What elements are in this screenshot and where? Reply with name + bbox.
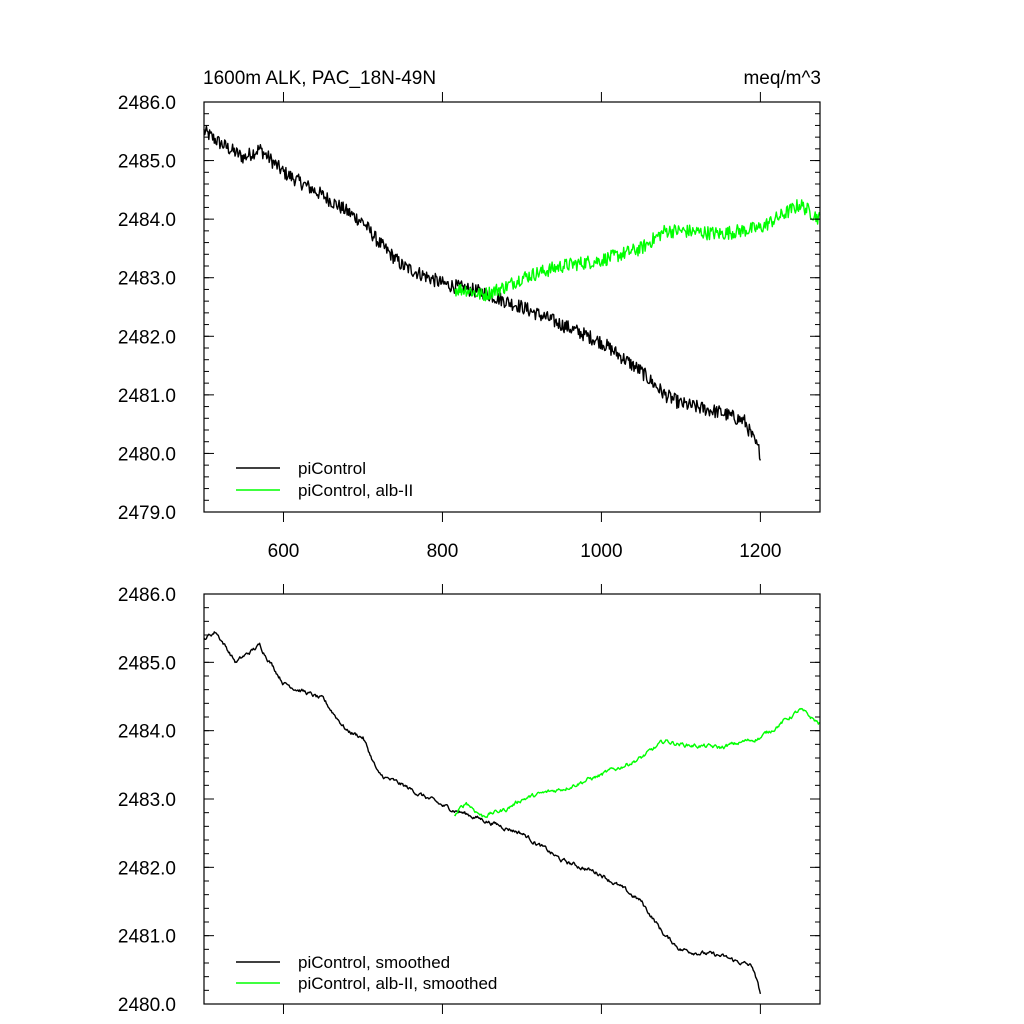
series-line-picontrol-smoothed [203, 631, 762, 995]
x-tick-label: 600 [268, 541, 300, 562]
series-line-picontrol [203, 125, 762, 461]
y-tick-label: 2485.0 [118, 653, 176, 674]
x-tick-label: 1200 [739, 541, 781, 562]
top-plot-frame [203, 101, 821, 513]
top-legend: piControl piControl, alb-II [236, 459, 413, 500]
units-label: meq/m^3 [743, 68, 821, 89]
bottom-legend: piControl, smoothed piControl, alb-II, s… [236, 953, 497, 993]
bottom-panel: 2480.0 2481.0 2482.0 2483.0 2484.0 2485.0 2486… [118, 584, 821, 1016]
y-tick-label: 2481.0 [118, 927, 176, 948]
x-tick-label: 1000 [580, 541, 622, 562]
y-tick-label: 2480.0 [118, 444, 176, 465]
top-y-axis: 2479.0 2480.0 2481.0 2482.0 2483.0 2484.0 2485… [118, 93, 820, 524]
x-tick-label: 800 [427, 541, 459, 562]
bottom-plot-area [203, 631, 821, 995]
y-tick-label: 2481.0 [118, 386, 176, 407]
top-panel: 1600m ALK, PAC_18N-49N meq/m^3 2479.0 248… [118, 68, 821, 562]
legend-label-picontrol: piControl [298, 459, 366, 478]
y-tick-label: 2486.0 [118, 93, 176, 114]
y-tick-label: 2482.0 [118, 327, 176, 348]
legend-label-picontrol-smoothed: piControl, smoothed [298, 953, 450, 972]
y-tick-label: 2485.0 [118, 152, 176, 173]
top-plot-area [203, 125, 821, 461]
y-tick-label: 2479.0 [118, 503, 176, 524]
series-line-picontrol-alb-ii [454, 199, 821, 302]
y-tick-label: 2484.0 [118, 722, 176, 743]
y-tick-label: 2480.0 [118, 995, 176, 1016]
bottom-y-axis: 2480.0 2481.0 2482.0 2483.0 2484.0 2485.0 2486… [118, 585, 820, 1016]
y-tick-label: 2482.0 [118, 858, 176, 879]
y-tick-label: 2483.0 [118, 790, 176, 811]
series-line-picontrol-alb-ii-smoothed [453, 707, 821, 819]
top-x-axis: 600 800 1000 1200 [268, 92, 782, 562]
legend-label-alb-ii: piControl, alb-II [298, 481, 413, 500]
y-tick-label: 2486.0 [118, 585, 176, 606]
bottom-x-axis [282, 584, 761, 1014]
y-tick-label: 2484.0 [118, 210, 176, 231]
chart-title: 1600m ALK, PAC_18N-49N [203, 68, 436, 89]
legend-label-alb-ii-smoothed: piControl, alb-II, smoothed [298, 974, 497, 993]
y-tick-label: 2483.0 [118, 269, 176, 290]
bottom-plot-frame [203, 593, 821, 1005]
